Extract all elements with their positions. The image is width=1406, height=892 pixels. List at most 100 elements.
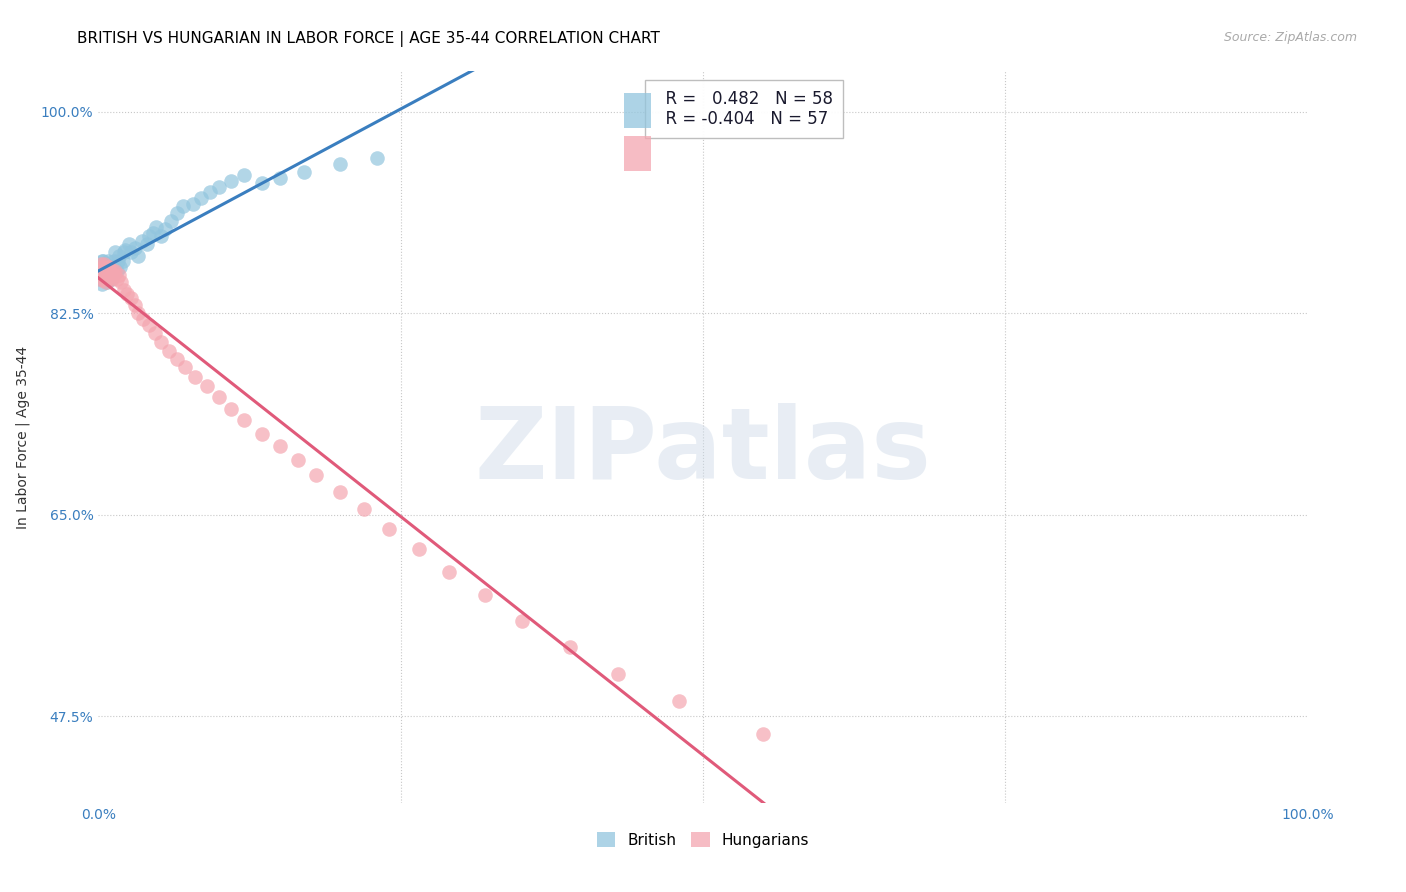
Point: [94, 266, 117, 280]
Point: [94, 271, 117, 285]
Point: [91, 263, 114, 277]
Point: [93, 268, 115, 283]
Point: [91, 254, 114, 268]
Point: [117, 286, 139, 301]
Point: [94, 257, 117, 271]
Point: [93, 257, 115, 271]
Point: [91, 268, 114, 283]
Point: [124, 241, 146, 255]
Text: Source: ZipAtlas.com: Source: ZipAtlas.com: [1223, 31, 1357, 45]
Point: [184, 369, 207, 384]
Point: [232, 413, 254, 427]
Point: [97, 260, 120, 275]
Point: [208, 390, 231, 404]
Point: [135, 237, 157, 252]
Point: [90, 260, 112, 275]
Point: [90, 263, 112, 277]
Point: [91, 263, 114, 277]
Point: [153, 222, 176, 236]
Point: [96, 261, 118, 276]
Point: [105, 271, 128, 285]
Point: [100, 271, 122, 285]
Point: [190, 191, 212, 205]
Text: ZIPatlas: ZIPatlas: [475, 403, 931, 500]
Point: [101, 263, 124, 277]
Point: [110, 275, 132, 289]
Point: [208, 179, 231, 194]
Point: [101, 266, 124, 280]
Point: [111, 254, 134, 268]
Point: [105, 263, 128, 277]
Point: [142, 226, 165, 240]
Legend: British, Hungarians: British, Hungarians: [596, 832, 810, 847]
Point: [104, 245, 127, 260]
Point: [97, 271, 120, 285]
Point: [305, 467, 328, 482]
Point: [287, 452, 309, 467]
Point: [90, 257, 112, 271]
Y-axis label: In Labor Force | Age 35-44: In Labor Force | Age 35-44: [15, 345, 30, 529]
Point: [97, 254, 120, 268]
Point: [250, 176, 273, 190]
Point: [292, 164, 315, 178]
Point: [97, 263, 120, 277]
Point: [100, 266, 122, 280]
Point: [93, 270, 115, 285]
Text: BRITISH VS HUNGARIAN IN LABOR FORCE | AGE 35-44 CORRELATION CHART: BRITISH VS HUNGARIAN IN LABOR FORCE | AG…: [77, 31, 661, 47]
Point: [120, 291, 142, 305]
Point: [97, 271, 120, 285]
Point: [108, 249, 131, 263]
Point: [108, 260, 131, 275]
Point: [91, 260, 114, 275]
Point: [89, 268, 111, 283]
Point: [96, 270, 118, 285]
Point: [145, 219, 167, 234]
Point: [89, 271, 111, 285]
Point: [100, 260, 122, 275]
Point: [607, 666, 630, 681]
Point: [160, 214, 183, 228]
Point: [94, 263, 117, 277]
Point: [91, 254, 114, 268]
Point: [221, 174, 243, 188]
Point: [143, 326, 166, 340]
Point: [668, 694, 690, 708]
Point: [91, 273, 114, 287]
Point: [250, 427, 273, 442]
Point: [329, 156, 352, 170]
Point: [437, 566, 460, 580]
Point: [269, 171, 291, 186]
Point: [127, 306, 149, 320]
Point: [112, 245, 135, 260]
Point: [221, 401, 243, 416]
Point: [138, 318, 160, 332]
Point: [98, 270, 121, 285]
Point: [98, 260, 121, 275]
Point: [329, 484, 352, 499]
Point: [91, 271, 114, 285]
Point: [132, 312, 155, 326]
Point: [353, 502, 375, 516]
Point: [150, 334, 173, 349]
Point: [91, 277, 114, 292]
Point: [118, 237, 141, 252]
Point: [91, 271, 114, 285]
Point: [377, 522, 399, 536]
Point: [269, 439, 291, 453]
Point: [166, 206, 188, 220]
Point: [474, 589, 496, 603]
Point: [157, 344, 180, 359]
Point: [114, 243, 136, 257]
Point: [150, 229, 173, 244]
FancyBboxPatch shape: [624, 136, 651, 171]
Point: [98, 268, 121, 283]
Point: [558, 640, 581, 655]
Point: [104, 263, 127, 277]
Point: [103, 268, 125, 283]
Point: [198, 186, 221, 200]
Point: [752, 727, 775, 741]
Point: [131, 234, 153, 248]
Point: [172, 199, 194, 213]
Point: [112, 283, 135, 297]
Point: [96, 266, 118, 280]
